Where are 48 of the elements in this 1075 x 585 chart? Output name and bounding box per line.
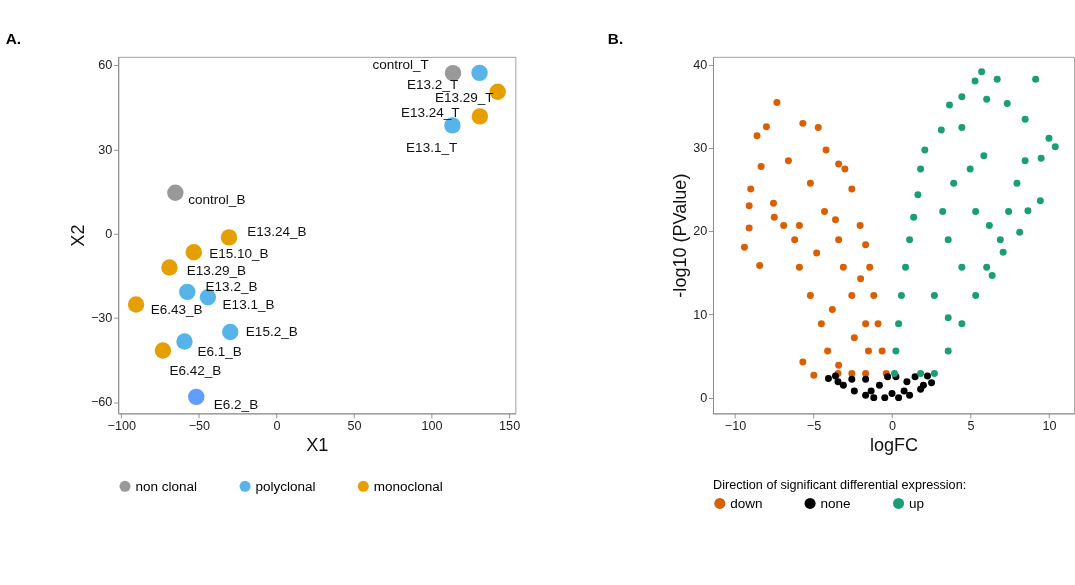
- y-tick-label: 0: [105, 226, 113, 241]
- y-tick-label: 60: [98, 58, 113, 73]
- data-label: control_T: [372, 56, 429, 72]
- data-label: E13.24_T: [400, 105, 460, 121]
- chart-title: A.: [5, 30, 21, 48]
- x-axis-title: logFC: [869, 434, 919, 455]
- x-tick-label: −5: [806, 419, 822, 434]
- data-label: control_B: [188, 192, 246, 208]
- data-label: E15.10_B: [209, 245, 269, 261]
- legend-label: non clonal: [135, 478, 198, 494]
- legend-title: Direction of significant differential expression:: [713, 478, 967, 493]
- data-label: E6.42_B: [169, 362, 222, 378]
- y-tick-label: 20: [693, 224, 708, 239]
- x-tick-label: 10: [1042, 419, 1057, 434]
- legend-label: none: [820, 495, 851, 511]
- y-tick-label: −30: [90, 311, 113, 326]
- y-tick-label: 30: [98, 142, 113, 157]
- legend-label: monoclonal: [373, 478, 443, 494]
- data-label: E15.2_B: [245, 323, 298, 339]
- data-label: E13.29_B: [186, 262, 247, 278]
- x-tick-label: −100: [107, 419, 137, 434]
- y-axis-title: -log10 (PValue): [669, 173, 690, 298]
- x-tick-label: 100: [421, 419, 443, 434]
- data-label: E13.2_B: [205, 278, 258, 294]
- y-tick-label: 10: [693, 307, 708, 322]
- data-label: E13.24_B: [247, 223, 307, 239]
- x-tick-label: −10: [724, 419, 747, 434]
- data-label: E6.1_B: [197, 343, 242, 359]
- x-tick-label: 50: [347, 419, 362, 434]
- x-tick-label: 0: [888, 419, 896, 434]
- y-tick-label: 30: [693, 141, 708, 156]
- x-tick-label: 5: [967, 419, 975, 434]
- y-tick-label: 0: [700, 390, 708, 405]
- x-axis-title: X1: [306, 434, 329, 455]
- legend-label: down: [730, 495, 763, 511]
- x-tick-label: 150: [499, 419, 521, 434]
- data-label: E13.1_T: [406, 139, 458, 155]
- data-label: E13.1_B: [222, 296, 275, 312]
- data-label: E6.2_B: [213, 396, 259, 412]
- x-tick-label: −50: [188, 419, 211, 434]
- y-tick-label: −60: [90, 395, 113, 410]
- legend-label: up: [908, 495, 924, 511]
- legend-label: polyclonal: [255, 478, 316, 494]
- x-tick-label: 0: [273, 419, 281, 434]
- chart-title: B.: [607, 30, 624, 48]
- data-label: E6.43_B: [150, 301, 203, 317]
- y-tick-label: 40: [693, 58, 708, 73]
- y-axis-title: X2: [67, 224, 88, 247]
